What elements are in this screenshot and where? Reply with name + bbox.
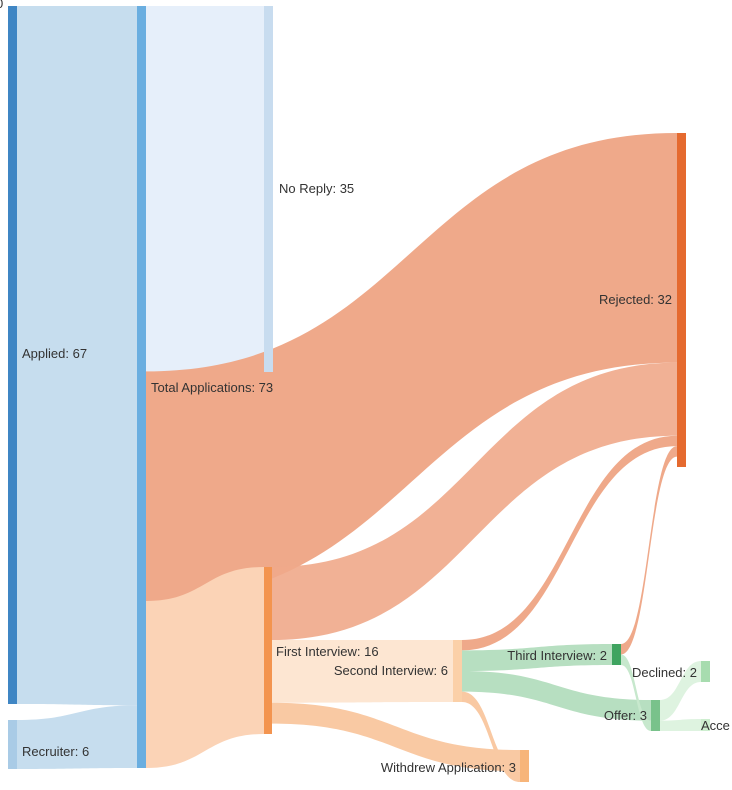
node-third	[612, 644, 621, 665]
link-second-to-third	[462, 644, 612, 671]
node-applied	[8, 6, 17, 704]
label-offer: Offer: 3	[604, 708, 647, 723]
label-first: First Interview: 16	[276, 644, 379, 659]
link-offer-to-accepted	[660, 719, 701, 731]
node-accepted	[701, 719, 710, 731]
label-second: Second Interview: 6	[334, 663, 448, 678]
label-total: Total Applications: 73	[151, 380, 273, 395]
node-recruiter	[8, 720, 17, 769]
sankey-links	[17, 6, 701, 782]
link-total-to-noreply	[146, 6, 264, 372]
link-applied-to-total	[17, 6, 137, 706]
link-third-to-rejected	[621, 446, 677, 655]
node-noreply	[264, 6, 273, 372]
node-offer	[651, 700, 660, 731]
link-third-to-offer	[621, 654, 651, 731]
node-rejected	[677, 133, 686, 467]
link-total-to-first	[146, 567, 264, 768]
link-second-to-withdrew	[462, 691, 520, 782]
link-offer-to-declined	[660, 661, 701, 721]
label-declined: Declined: 2	[632, 665, 697, 680]
label-withdrew: Withdrew Application: 3	[381, 760, 516, 775]
link-second-to-rejected	[462, 435, 677, 651]
link-first-to-second	[272, 640, 453, 703]
label-accepted: Acce	[701, 718, 730, 733]
node-declined	[701, 661, 710, 682]
label-noreply: No Reply: 35	[279, 181, 354, 196]
node-first	[264, 567, 272, 734]
top-left-mark: 0	[0, 0, 3, 11]
node-total	[137, 6, 146, 768]
label-rejected: Rejected: 32	[599, 292, 672, 307]
link-first-to-withdrew	[272, 702, 520, 772]
link-second-to-offer	[462, 671, 651, 721]
label-recruiter: Recruiter: 6	[22, 744, 89, 759]
node-second	[453, 640, 462, 702]
sankey-nodes	[8, 6, 710, 782]
sankey-labels: Applied: 67 Recruiter: 6 Total Application…	[22, 181, 730, 775]
node-withdrew	[520, 750, 529, 782]
label-applied: Applied: 67	[22, 346, 87, 361]
link-recruiter-to-total	[17, 705, 137, 769]
link-first-to-rejected	[272, 362, 677, 641]
label-third: Third Interview: 2	[507, 648, 607, 663]
link-total-to-rejected	[146, 133, 677, 601]
